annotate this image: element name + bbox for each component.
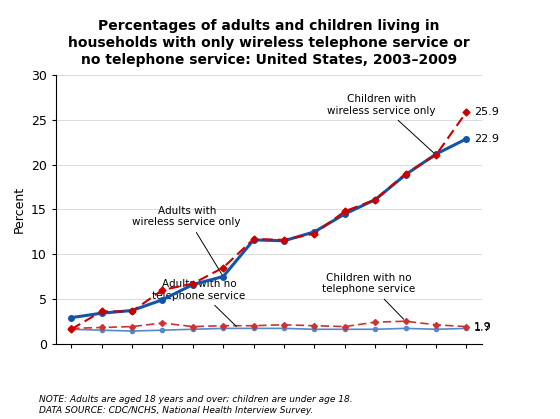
Y-axis label: Percent: Percent bbox=[12, 186, 26, 233]
Text: Children with no
telephone service: Children with no telephone service bbox=[323, 273, 416, 319]
Title: Percentages of adults and children living in
households with only wireless telep: Percentages of adults and children livin… bbox=[68, 19, 470, 67]
Text: NOTE: Adults are aged 18 years and over; children are under age 18.
DATA SOURCE:: NOTE: Adults are aged 18 years and over;… bbox=[39, 396, 353, 415]
Text: 25.9: 25.9 bbox=[474, 107, 499, 117]
Text: Children with
wireless service only: Children with wireless service only bbox=[327, 94, 436, 153]
Text: 22.9: 22.9 bbox=[474, 134, 499, 144]
Text: Adults with
wireless service only: Adults with wireless service only bbox=[133, 206, 241, 274]
Text: Adults with no
telephone service: Adults with no telephone service bbox=[152, 279, 245, 326]
Text: 1.9: 1.9 bbox=[474, 322, 492, 331]
Text: 1.7: 1.7 bbox=[474, 323, 492, 334]
